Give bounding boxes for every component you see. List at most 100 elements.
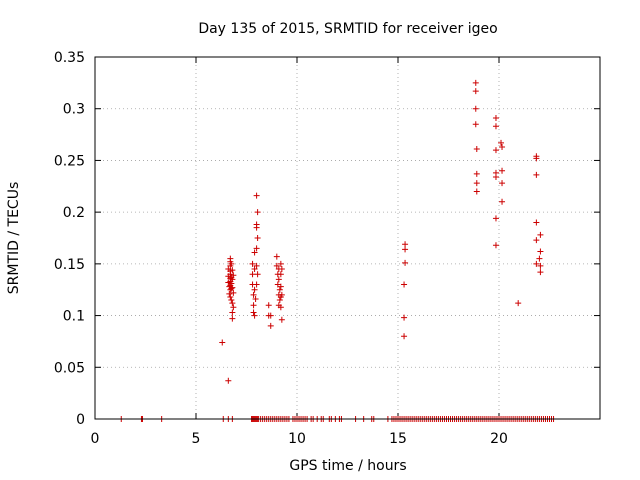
- data-point: [229, 315, 236, 322]
- y-tick-label: 0.25: [54, 153, 85, 169]
- data-point: [492, 242, 499, 249]
- data-point: [499, 167, 506, 174]
- data-point: [228, 297, 235, 304]
- data-point: [492, 147, 499, 154]
- y-tick-label: 0.05: [54, 360, 85, 376]
- data-point: [277, 260, 284, 267]
- data-point: [498, 139, 505, 146]
- data-point: [473, 170, 480, 177]
- data-point: [229, 300, 236, 307]
- data-point: [472, 79, 479, 86]
- data-point: [250, 302, 257, 309]
- data-points: [118, 79, 557, 422]
- x-tick-label: 15: [389, 431, 407, 447]
- data-point: [276, 286, 283, 293]
- data-point: [473, 188, 480, 195]
- data-point: [226, 290, 233, 297]
- data-point: [249, 271, 256, 278]
- data-point: [228, 285, 235, 292]
- data-point: [537, 231, 544, 238]
- y-tick-label: 0.1: [63, 309, 85, 325]
- y-axis-label: SRMTID / TECUs: [6, 182, 22, 295]
- data-point: [533, 219, 540, 226]
- data-point: [472, 88, 479, 95]
- data-point: [267, 312, 274, 319]
- data-point: [251, 266, 258, 273]
- data-point: [265, 302, 272, 309]
- grid-lines: [95, 57, 600, 419]
- data-point: [533, 155, 540, 162]
- data-point: [229, 267, 236, 274]
- data-point: [499, 180, 506, 187]
- data-point: [492, 215, 499, 222]
- data-point: [401, 333, 408, 340]
- data-point: [251, 286, 258, 293]
- data-point: [253, 224, 260, 231]
- data-point: [227, 293, 234, 300]
- data-point: [250, 309, 257, 316]
- data-point: [277, 304, 284, 311]
- data-point: [277, 271, 284, 278]
- x-tick-label: 5: [192, 431, 201, 447]
- data-point: [402, 241, 409, 248]
- data-point: [537, 248, 544, 255]
- data-point: [492, 123, 499, 130]
- data-point: [277, 283, 284, 290]
- x-tick-label: 0: [91, 431, 100, 447]
- data-point: [533, 260, 540, 267]
- data-point: [225, 377, 232, 384]
- data-point: [275, 276, 282, 283]
- axis-ticks: 0 5 10 15 20 0 0.05 0.1 0.15 0.2 0.25 0.3 0.35: [54, 50, 600, 447]
- data-point: [249, 260, 256, 267]
- y-tick-label: 0.2: [63, 205, 85, 221]
- y-tick-label: 0.15: [54, 257, 85, 273]
- data-point: [250, 291, 257, 298]
- data-point: [254, 235, 261, 241]
- data-point: [472, 121, 479, 128]
- data-point: [401, 314, 408, 321]
- data-point: [253, 281, 260, 288]
- data-point: [230, 272, 237, 279]
- data-point: [253, 262, 260, 269]
- data-point: [253, 245, 260, 252]
- data-point: [533, 171, 540, 178]
- x-axis-label: GPS time / hours: [289, 458, 406, 474]
- data-point: [492, 173, 499, 180]
- data-point: [278, 316, 285, 323]
- data-point: [252, 296, 259, 303]
- data-point: [278, 291, 285, 298]
- data-point: [230, 304, 237, 311]
- data-point: [276, 297, 283, 304]
- x-tick-label: 20: [490, 431, 508, 447]
- data-point: [273, 262, 280, 269]
- y-tick-label: 0.35: [54, 50, 85, 66]
- data-point: [274, 281, 281, 288]
- data-point: [230, 289, 237, 296]
- data-point: [536, 255, 543, 262]
- y-tick-label: 0.3: [63, 102, 85, 118]
- data-point: [278, 266, 285, 273]
- data-point: [273, 253, 280, 260]
- x-tick-label: 10: [288, 431, 306, 447]
- data-point: [401, 281, 408, 288]
- data-point: [499, 198, 506, 205]
- data-point: [537, 262, 544, 269]
- data-point: [492, 115, 499, 122]
- data-point: [251, 249, 258, 256]
- data-point: [254, 271, 261, 278]
- data-point: [251, 312, 258, 319]
- data-point: [228, 280, 235, 287]
- data-point: [253, 192, 260, 199]
- data-point: [472, 105, 479, 112]
- data-point: [229, 309, 236, 316]
- data-point: [515, 300, 522, 307]
- data-point: [229, 276, 236, 283]
- y-tick-label: 0: [76, 412, 85, 428]
- data-point: [219, 339, 226, 346]
- data-point: [402, 259, 409, 266]
- chart-title: Day 135 of 2015, SRMTID for receiver ige…: [198, 21, 497, 37]
- data-point: [499, 143, 506, 150]
- data-point: [254, 209, 261, 216]
- data-point: [473, 180, 480, 187]
